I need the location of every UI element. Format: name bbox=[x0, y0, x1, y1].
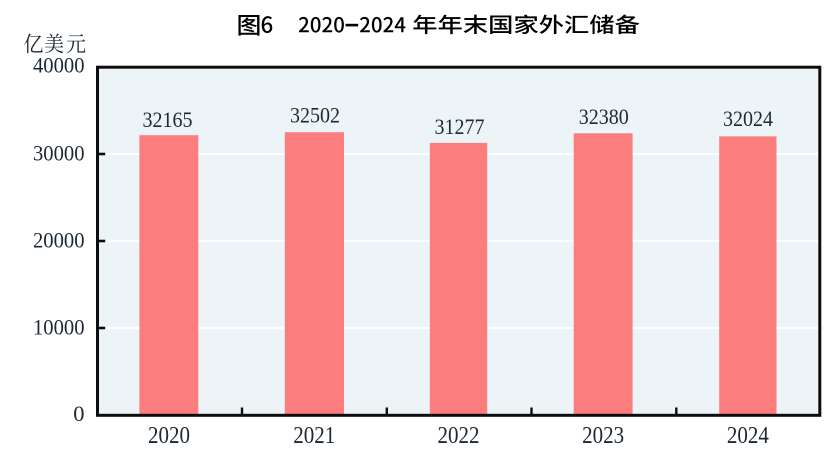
svg-text:32165: 32165 bbox=[143, 107, 193, 132]
svg-text:2022: 2022 bbox=[438, 423, 480, 449]
svg-text:2024: 2024 bbox=[727, 423, 769, 449]
svg-text:31277: 31277 bbox=[435, 114, 485, 139]
svg-text:2020: 2020 bbox=[148, 423, 190, 449]
svg-text:0: 0 bbox=[73, 401, 84, 426]
svg-text:30000: 30000 bbox=[33, 141, 85, 166]
svg-text:32502: 32502 bbox=[290, 103, 340, 128]
svg-text:40000: 40000 bbox=[33, 53, 85, 78]
svg-text:10000: 10000 bbox=[33, 315, 85, 340]
svg-text:2023: 2023 bbox=[582, 423, 624, 449]
svg-text:32024: 32024 bbox=[723, 106, 773, 131]
svg-text:32380: 32380 bbox=[579, 104, 629, 129]
svg-text:2021: 2021 bbox=[293, 423, 335, 449]
svg-text:20000: 20000 bbox=[33, 228, 85, 253]
